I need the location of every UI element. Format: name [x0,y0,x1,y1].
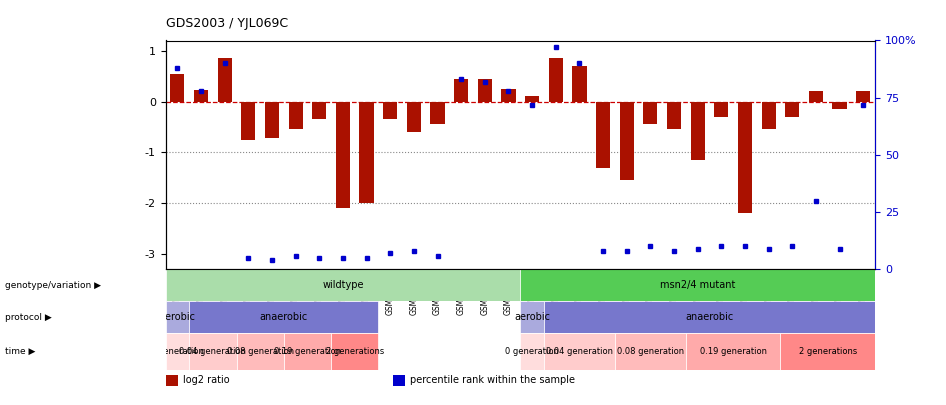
Bar [738,102,752,213]
Bar [643,102,657,124]
Text: genotype/variation ▶: genotype/variation ▶ [5,281,100,290]
Bar [809,92,823,102]
Bar [520,269,875,301]
Bar [549,58,563,102]
Bar [331,333,378,370]
Text: aerobic: aerobic [159,312,196,322]
Text: protocol ▶: protocol ▶ [5,313,51,322]
Bar [501,89,516,102]
Bar [691,102,705,160]
Bar [265,102,279,138]
Bar [714,102,728,117]
Bar [284,333,331,370]
Text: anaerobic: anaerobic [259,312,308,322]
Bar [170,74,184,102]
Bar [241,102,255,140]
Bar [166,333,189,370]
Text: log2 ratio: log2 ratio [184,375,230,385]
Text: 0 generation: 0 generation [505,347,559,356]
Bar [856,92,870,102]
Bar [832,102,847,109]
Bar [478,79,492,102]
Bar [620,102,634,180]
Bar [166,375,178,386]
Text: 0.19 generation: 0.19 generation [274,347,341,356]
Text: 0.04 generation: 0.04 generation [180,347,246,356]
Bar [667,102,681,130]
Text: aerobic: aerobic [514,312,551,322]
Text: GDS2003 / YJL069C: GDS2003 / YJL069C [166,17,288,30]
Bar [189,333,236,370]
Bar [780,333,875,370]
Text: wildtype: wildtype [323,280,363,290]
Text: 0.08 generation: 0.08 generation [227,347,293,356]
Bar [544,333,615,370]
Bar [312,102,326,119]
Text: 2 generations: 2 generations [325,347,384,356]
Bar [454,79,468,102]
Bar [596,102,610,168]
Bar [166,269,520,301]
Bar [525,96,539,102]
Bar [762,102,776,130]
Bar [615,333,686,370]
Bar [359,102,374,203]
Bar [785,102,799,117]
Bar [407,102,421,132]
Text: 0.04 generation: 0.04 generation [546,347,613,356]
Bar [218,58,232,102]
Bar [383,102,397,119]
Bar [289,102,303,130]
Bar [572,66,587,102]
Bar [520,333,544,370]
Bar [189,301,378,333]
Bar [166,301,189,333]
Text: 0.19 generation: 0.19 generation [700,347,766,356]
Text: 2 generations: 2 generations [798,347,857,356]
Bar [236,333,284,370]
Text: percentile rank within the sample: percentile rank within the sample [411,375,575,385]
Bar [686,333,780,370]
Bar [544,301,875,333]
Text: msn2/4 mutant: msn2/4 mutant [660,280,735,290]
Bar [336,102,350,208]
Text: time ▶: time ▶ [5,347,35,356]
Text: 0.08 generation: 0.08 generation [617,347,684,356]
Bar [393,375,406,386]
Bar [430,102,445,124]
Bar [194,90,208,102]
Text: anaerobic: anaerobic [685,312,734,322]
Text: 0 generation: 0 generation [150,347,204,356]
Bar [520,301,544,333]
